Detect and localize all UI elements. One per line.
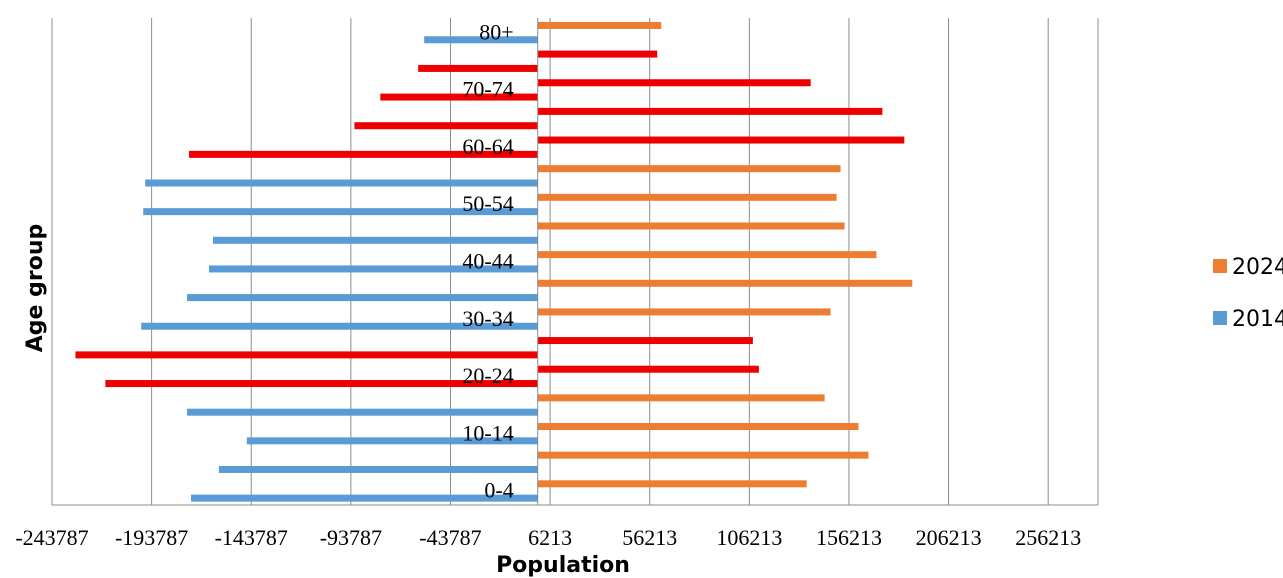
bar-2024-20-24	[537, 365, 759, 373]
bar-2024-60-64	[537, 136, 905, 144]
bar-2024-35-39	[537, 279, 913, 287]
x-axis-title: Population	[496, 553, 630, 578]
bar-2014-70-74	[380, 93, 538, 101]
y-tick-labels: 0-4 10-14 20-24 30-34 40-44 50-54 60-64 70-74 80…	[462, 19, 513, 502]
y-axis-title: Age group	[23, 224, 48, 352]
bar-2014-35-39	[187, 294, 538, 302]
legend-swatch-2024	[1213, 259, 1227, 273]
bar-2014-60-64	[189, 150, 538, 158]
bar-2014-40-44	[208, 265, 538, 273]
bar-2024-5-9	[537, 451, 869, 459]
bar-2014-30-34	[141, 322, 538, 330]
bar-2014-80+	[424, 36, 538, 44]
bar-2024-0-4	[537, 480, 807, 488]
bar-2014-75-79	[418, 64, 538, 72]
x-tick-label: -43787	[419, 525, 481, 550]
bars	[75, 18, 913, 505]
bar-2024-45-49	[537, 222, 845, 230]
y-tick-label: 80+	[479, 19, 513, 44]
bar-2024-70-74	[537, 79, 811, 87]
bar-2014-25-29	[75, 351, 538, 359]
bar-2024-65-69	[537, 107, 883, 115]
x-tick-label: -93787	[320, 525, 382, 550]
bar-2014-15-19	[187, 408, 538, 416]
y-tick-label: 50-54	[462, 191, 513, 216]
bar-2014-50-54	[143, 208, 538, 216]
y-tick-label: 60-64	[462, 134, 513, 159]
bar-2024-55-59	[537, 165, 841, 173]
x-tick-label: -143787	[215, 525, 288, 550]
y-tick-label: 30-34	[462, 306, 513, 331]
x-tick-label: 106213	[716, 525, 782, 550]
legend-swatch-2014	[1213, 311, 1227, 325]
bar-2014-0-4	[191, 494, 538, 502]
y-tick-label: 10-14	[462, 420, 513, 445]
bar-2024-75-79	[537, 50, 658, 58]
legend-label-2024: 2024	[1232, 255, 1283, 280]
x-tick-label: 6213	[528, 525, 572, 550]
bar-2014-5-9	[218, 465, 538, 473]
x-tick-label: 256213	[1015, 525, 1081, 550]
x-tick-label: -243787	[15, 525, 88, 550]
x-tick-label: -193787	[115, 525, 188, 550]
bar-2024-30-34	[537, 308, 831, 316]
x-tick-label: 56213	[622, 525, 677, 550]
legend: 2024 2014	[1213, 255, 1283, 332]
bar-2024-25-29	[537, 337, 753, 345]
bar-2024-80+	[537, 21, 662, 29]
legend-label-2014: 2014	[1232, 307, 1283, 332]
bar-2024-15-19	[537, 394, 825, 402]
y-tick-label: 70-74	[462, 77, 513, 102]
bar-2014-45-49	[212, 236, 538, 244]
bar-2024-10-14	[537, 423, 859, 431]
bar-2014-10-14	[246, 437, 538, 445]
bar-2014-20-24	[105, 380, 538, 388]
bar-2024-50-54	[537, 193, 837, 201]
bar-2024-40-44	[537, 251, 877, 259]
x-tick-label: 206213	[916, 525, 982, 550]
x-tick-labels: -243787 -193787 -143787 -93787 -43787 6213 562…	[15, 525, 1081, 550]
y-tick-label: 40-44	[462, 249, 513, 274]
bar-2014-65-69	[354, 122, 538, 130]
y-tick-label: 0-4	[484, 478, 513, 503]
x-tick-label: 156213	[816, 525, 882, 550]
y-tick-label: 20-24	[462, 363, 513, 388]
bar-2014-55-59	[145, 179, 538, 187]
gridlines	[51, 18, 1099, 506]
